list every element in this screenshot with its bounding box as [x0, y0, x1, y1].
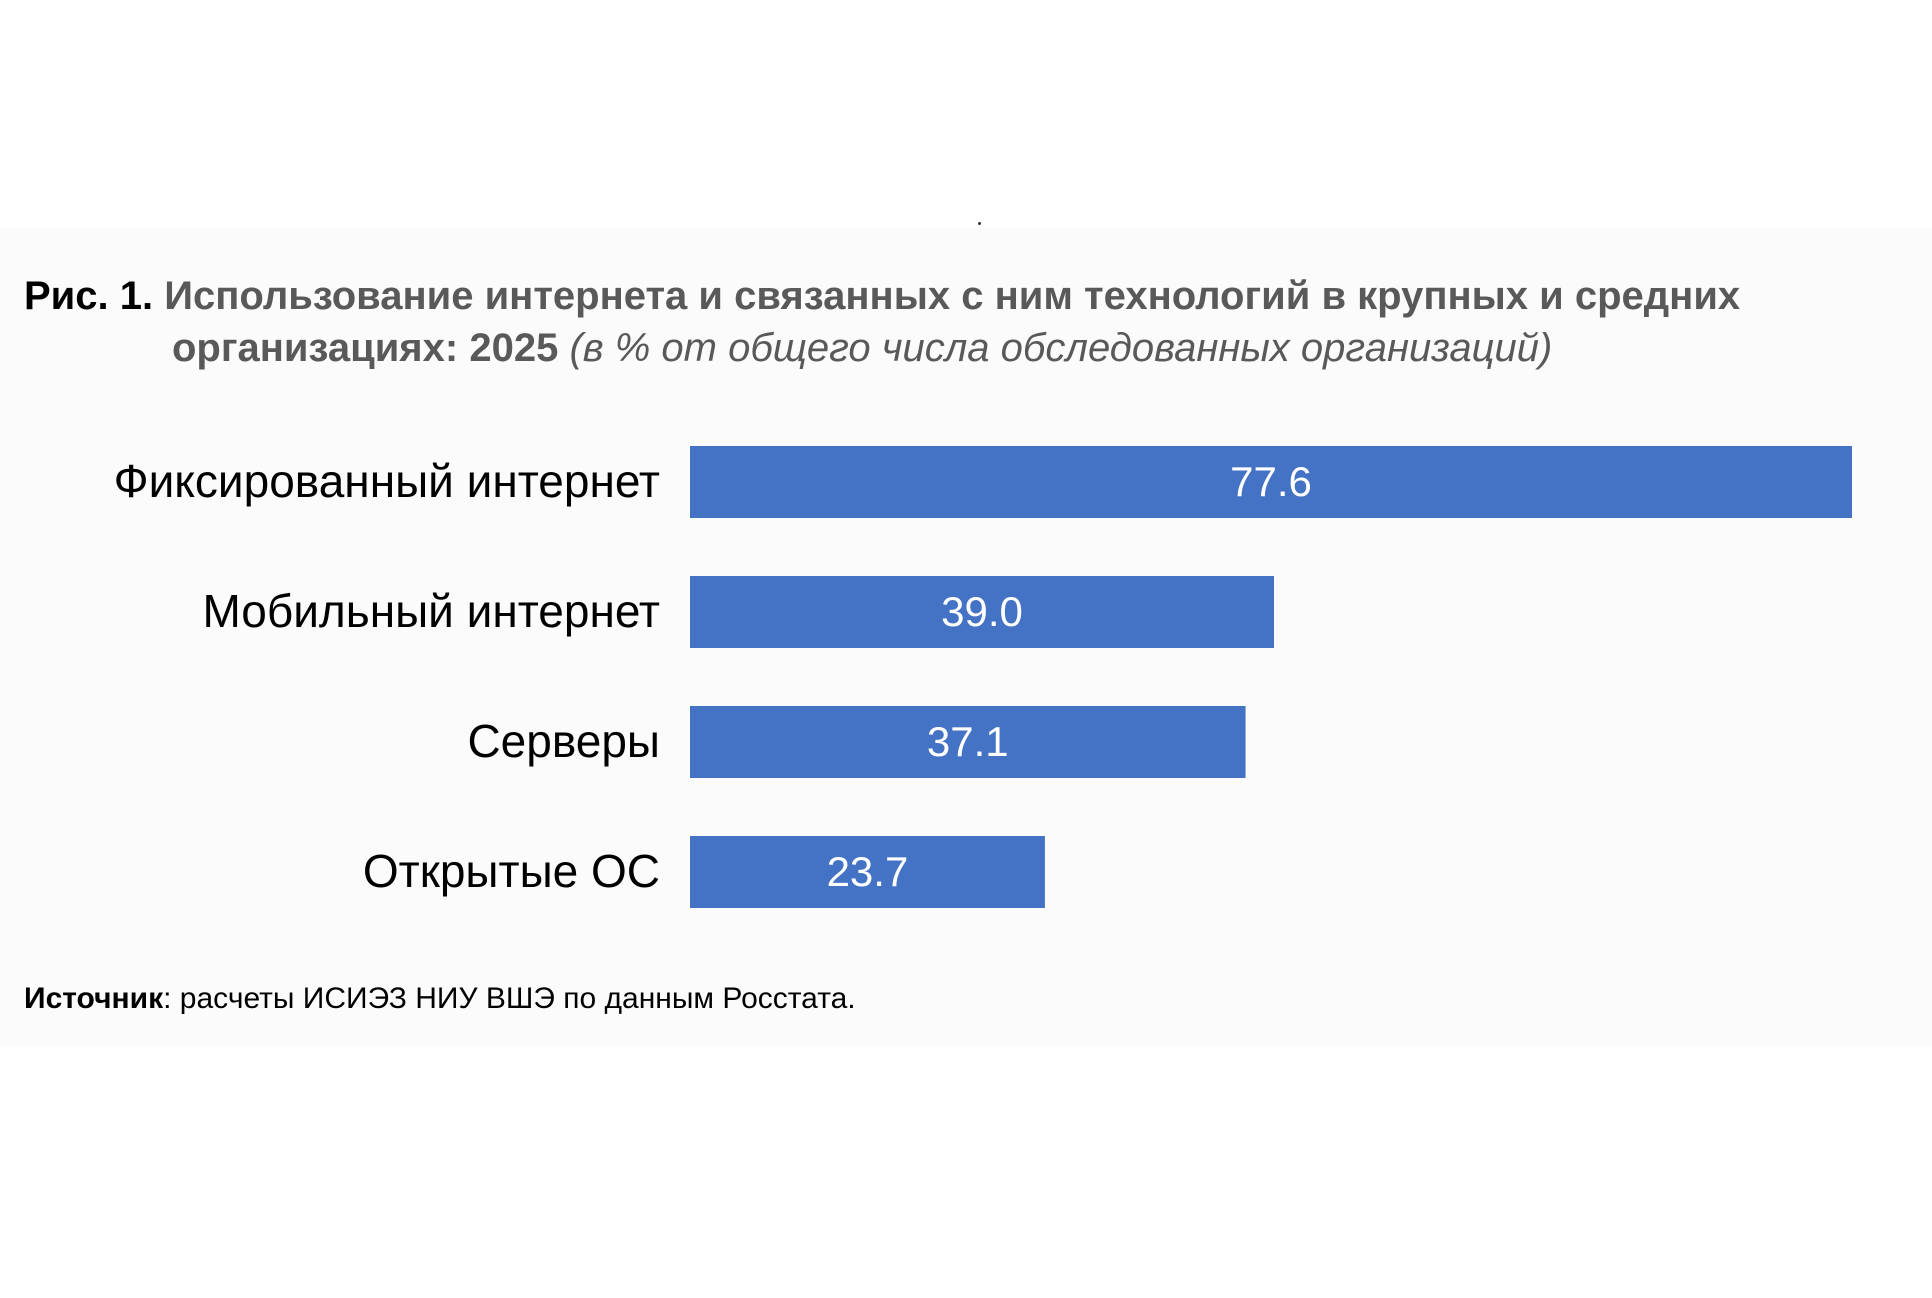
figure-subtitle: (в % от общего числа обследованных орган…: [569, 326, 1553, 370]
category-label-фиксированный-интернет: Фиксированный интернет: [114, 455, 660, 507]
bar-мобильный-интернет: [690, 576, 1274, 648]
title-line2: организациях: 2025: [172, 326, 559, 370]
data-label-серверы: 37.1: [927, 718, 1009, 765]
figure-number: Рис. 1.: [24, 274, 154, 318]
bar-chart: Фиксированный интернет 77.6 Мобильный инте…: [114, 446, 1853, 908]
bar-серверы: [690, 706, 1246, 778]
category-label-мобильный-интернет: Мобильный интернет: [202, 585, 660, 637]
title-line2-wrap: организациях: 2025 (в % от общего числа …: [24, 322, 1914, 374]
title-line1: Использование интернета и связанных с ни…: [164, 274, 1741, 318]
figure-title: Рис. 1. Использование интернета и связан…: [24, 270, 1914, 374]
category-label-открытые-ос: Открытые ОС: [363, 845, 660, 897]
data-label-фиксированный-интернет: 77.6: [1230, 458, 1312, 505]
data-label-открытые-ос: 23.7: [827, 848, 909, 895]
source-note: Источник: расчеты ИСИЭЗ НИУ ВШЭ по данны…: [24, 982, 856, 1016]
source-text: : расчеты ИСИЭЗ НИУ ВШЭ по данным Росста…: [163, 982, 856, 1015]
data-label-мобильный-интернет: 39.0: [941, 588, 1023, 635]
stray-dot: [978, 222, 981, 225]
bar-фиксированный-интернет: [690, 446, 1853, 518]
bar-открытые-ос: [690, 836, 1045, 908]
source-label: Источник: [24, 982, 164, 1015]
category-label-серверы: Серверы: [467, 715, 660, 767]
